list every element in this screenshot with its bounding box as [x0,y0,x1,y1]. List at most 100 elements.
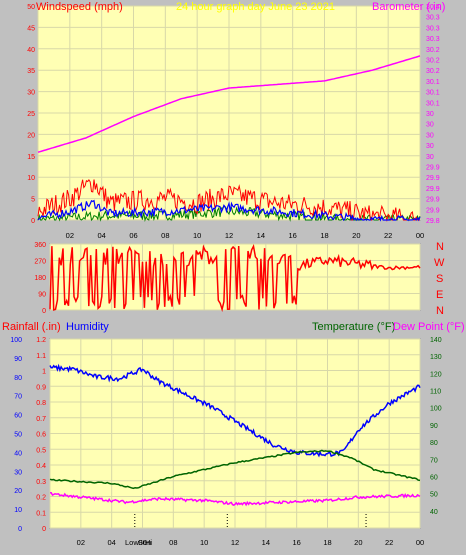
humidity-tick-label: 80 [14,375,22,382]
x-tick-label: 08 [169,538,177,547]
x-tick-label: 06 [129,231,137,240]
barometer-tick-label: 29.9 [426,197,440,204]
humidity-tick-label: 90 [14,356,22,363]
x-tick-label: 12 [231,538,239,547]
barometer-tick-label: 30 [426,143,434,150]
x-tick-label: 14 [262,538,270,547]
barometer-tick-label: 30.2 [426,58,440,65]
graph-subtitle: 24 hour graph day June 23 2021 [176,1,335,13]
windspeed-tick-label: 0 [31,218,35,225]
rainfall-tick-label: 0.8 [36,400,46,407]
windspeed-tick-label: 50 [27,4,35,11]
rainfall-tick-label: 0.9 [36,384,46,391]
barometer-tick-label: 29.8 [426,218,440,225]
rainfall-tick-label: 1.2 [36,337,46,344]
direction-tick-label: 180 [34,275,46,282]
barometer-tick-label: 29.9 [426,175,440,182]
x-tick-label: 12 [225,231,233,240]
wind-gust-series [37,179,420,222]
barometer-tick-label: 30.1 [426,100,440,107]
barometer-tick-label: 30.4 [426,4,440,11]
marker-hi: Hi [145,538,152,547]
humidity-tick-label: 100 [10,337,22,344]
temperature-tick-label: 70 [430,457,438,464]
x-tick-label: 10 [200,538,208,547]
compass-label-n-top: N [436,241,444,253]
barometer-tick-label: 30 [426,154,434,161]
x-tick-label: 02 [77,538,85,547]
rainfall-tick-label: 0.7 [36,416,46,423]
barometer-tick-label: 29.9 [426,186,440,193]
rainfall-tick-label: 1 [42,369,46,376]
temperature-tick-label: 60 [430,474,438,481]
x-tick-label: 04 [97,231,105,240]
temperature-tick-label: 80 [430,440,438,447]
x-tick-label: 00 [416,538,424,547]
windspeed-tick-label: 40 [27,47,35,54]
x-tick-label: 16 [292,538,300,547]
x-tick-label: 20 [352,231,360,240]
humidity-series [49,363,421,458]
windspeed-axis-label: Windspeed (mph) [36,1,123,13]
temperature-tick-label: 110 [430,389,441,396]
x-tick-label: 02 [66,231,74,240]
compass-label-n-bottom: N [436,305,444,317]
temperature-tick-label: 100 [430,406,442,413]
temperature-series [49,449,421,490]
temperature-tick-label: 90 [430,423,438,430]
barometer-series [37,55,421,153]
windspeed-tick-label: 25 [27,111,35,118]
compass-label-s: S [436,273,443,285]
x-tick-label: 22 [385,538,393,547]
rainfall-axis-label: Rainfall (.in) [2,321,61,333]
rainfall-tick-label: 1.1 [36,353,46,360]
grid-lines [37,5,421,529]
barometer-axis-label: Barometer (.in) [372,1,445,13]
x-tick-label: 22 [384,231,392,240]
humidity-tick-label: 40 [14,450,22,457]
windspeed-tick-label: 30 [27,90,35,97]
barometer-tick-label: 30.3 [426,25,440,32]
marker-sun: Sun [138,538,151,547]
humidity-tick-label: 30 [14,469,22,476]
compass-label-w: W [434,257,445,269]
x-tick-label: 08 [161,231,169,240]
x-tick-label: 06 [138,538,146,547]
barometer-tick-label: 30.1 [426,90,440,97]
x-tick-label: 20 [354,538,362,547]
x-tick-label: 10 [193,231,201,240]
humidity-tick-label: 0 [18,526,22,533]
rainfall-tick-label: 0.4 [36,463,46,470]
temperature-tick-label: 50 [430,492,438,499]
humidity-tick-label: 60 [14,413,22,420]
direction-tick-label: 90 [38,292,46,299]
windspeed-tick-label: 20 [27,132,35,139]
x-tick-label: 14 [257,231,265,240]
x-tick-label: 18 [320,231,328,240]
humidity-tick-label: 20 [14,488,22,495]
rainfall-tick-label: 0 [42,526,46,533]
humidity-tick-label: 50 [14,432,22,439]
windspeed-tick-label: 45 [27,25,35,32]
windspeed-tick-label: 5 [31,197,35,204]
dew-point-series [50,491,421,507]
barometer-tick-label: 30.2 [426,68,440,75]
barometer-tick-label: 30 [426,122,434,129]
humidity-axis-label: Humidity [66,321,109,333]
barometer-tick-label: 30 [426,132,434,139]
temperature-tick-label: 40 [430,509,438,516]
barometer-tick-label: 30 [426,111,434,118]
barometer-tick-label: 30.3 [426,36,440,43]
rainfall-tick-label: 0.3 [36,479,46,486]
rainfall-tick-label: 0.5 [36,447,46,454]
temperature-axis-label: Temperature (°F) [312,321,395,333]
x-tick-label: 16 [288,231,296,240]
barometer-tick-label: 29.9 [426,165,440,172]
humidity-tick-label: 10 [14,507,22,514]
temperature-tick-label: 130 [430,354,442,361]
barometer-tick-label: 30.2 [426,47,440,54]
windspeed-tick-label: 15 [27,154,35,161]
